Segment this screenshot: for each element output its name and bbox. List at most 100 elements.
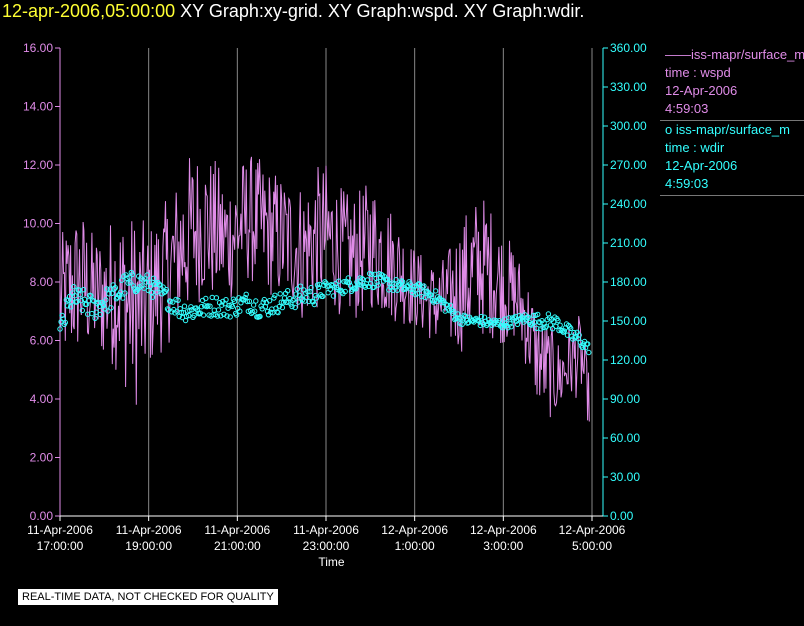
wdir-point	[250, 302, 257, 308]
wdir-point	[116, 292, 123, 298]
wspd-series-line	[59, 156, 590, 422]
wdir-point	[71, 284, 77, 290]
wdir-point	[264, 308, 271, 315]
wdir-point	[421, 283, 427, 289]
wdir-point	[89, 310, 95, 317]
wdir-point	[252, 308, 258, 314]
wdir-point	[148, 289, 155, 295]
left-tick-label: 6.00	[30, 334, 54, 348]
wdir-point	[312, 292, 319, 299]
left-tick-label: 12.00	[23, 158, 53, 172]
x-tick-label-time: 3:00:00	[483, 539, 523, 553]
wdir-point	[347, 282, 354, 289]
wdir-point	[455, 311, 461, 317]
title-timestamp: 12-apr-2006,05:00:00	[2, 1, 176, 21]
wdir-point	[362, 284, 369, 290]
wdir-point	[507, 321, 513, 327]
legend-wdir-name: o iss-mapr/surface_m	[665, 122, 790, 137]
right-tick-label: 0.00	[610, 509, 634, 523]
wdir-point	[231, 298, 238, 304]
wdir-point	[313, 295, 320, 301]
wdir-point	[100, 302, 107, 309]
right-tick-label: 300.00	[610, 119, 647, 133]
wdir-point	[215, 307, 222, 313]
wdir-point	[410, 287, 416, 293]
wdir-point	[281, 295, 288, 301]
wdir-point	[346, 279, 353, 286]
wdir-point	[323, 280, 329, 286]
wdir-point	[305, 289, 311, 295]
x-tick-label-time: 5:00:00	[572, 539, 612, 553]
wdir-point	[374, 279, 380, 285]
wdir-point	[272, 292, 278, 298]
legend-wspd-date: 12-Apr-2006	[665, 83, 738, 98]
legend-entry-wspd: ——iss-mapr/surface_m time : wspd 12-Apr-…	[660, 46, 804, 121]
left-tick-label: 8.00	[30, 275, 54, 289]
wdir-point	[205, 303, 211, 309]
wdir-point	[88, 293, 94, 299]
wdir-point	[244, 298, 251, 305]
right-y-ticks: 0.00 30.00 60.00 90.00 120.00 150.00 180.00 210…	[603, 41, 647, 523]
wdir-point	[243, 291, 249, 297]
x-tick-label-date: 12-Apr-2006	[381, 523, 448, 537]
wdir-point	[535, 311, 541, 318]
wdir-point	[72, 293, 78, 299]
wdir-point	[320, 293, 326, 300]
left-tick-label: 10.00	[23, 217, 53, 231]
quality-notice: REAL-TIME DATA, NOT CHECKED FOR QUALITY	[18, 589, 278, 605]
wdir-point	[176, 313, 182, 320]
wdir-point	[225, 305, 231, 311]
wdir-point	[223, 297, 229, 303]
wdir-point	[111, 286, 118, 292]
x-axis-label: Time	[318, 555, 345, 569]
wdir-point	[108, 305, 114, 311]
wdir-point	[420, 284, 426, 290]
wdir-point	[170, 299, 176, 305]
wdir-point	[371, 284, 377, 290]
wdir-point	[358, 282, 364, 288]
wdir-point	[585, 341, 591, 347]
wdir-point	[475, 317, 481, 324]
wdir-point	[359, 276, 365, 282]
wdir-series-markers	[57, 269, 592, 356]
wdir-point	[226, 302, 232, 309]
left-tick-label: 16.00	[23, 41, 53, 55]
wdir-point	[97, 311, 104, 318]
wdir-point	[297, 283, 304, 289]
wdir-point	[295, 299, 301, 305]
x-tick-label-date: 11-Apr-2006	[204, 523, 270, 537]
wdir-point	[560, 329, 566, 335]
right-tick-label: 240.00	[610, 197, 647, 211]
wdir-point	[92, 315, 98, 321]
wdir-point	[353, 286, 359, 292]
wdir-point	[291, 296, 297, 302]
wdir-point	[432, 288, 439, 294]
wdir-point	[451, 308, 457, 315]
wdir-point	[553, 323, 559, 329]
x-tick-label-date: 12-Apr-2006	[470, 523, 537, 537]
wdir-point	[341, 279, 347, 285]
wdir-point	[120, 295, 126, 301]
wdir-point	[375, 282, 381, 288]
wdir-point	[127, 280, 133, 286]
wdir-point	[122, 290, 128, 296]
wdir-point	[428, 292, 434, 298]
wdir-point	[207, 303, 213, 309]
wdir-point	[557, 322, 563, 328]
wdir-point	[268, 309, 274, 315]
right-tick-label: 90.00	[610, 392, 640, 406]
wdir-point	[64, 303, 71, 309]
wdir-point	[385, 276, 391, 283]
wdir-point	[79, 307, 86, 314]
wdir-point	[459, 321, 465, 327]
wdir-point	[237, 308, 243, 314]
x-tick-label-date: 11-Apr-2006	[293, 523, 359, 537]
wdir-point	[322, 279, 328, 285]
wdir-point	[289, 303, 295, 310]
wdir-point	[160, 284, 166, 290]
legend-wdir-time: 4:59:03	[665, 176, 709, 191]
wdir-point	[103, 297, 109, 303]
wdir-point	[80, 287, 87, 293]
wdir-point	[191, 312, 197, 319]
